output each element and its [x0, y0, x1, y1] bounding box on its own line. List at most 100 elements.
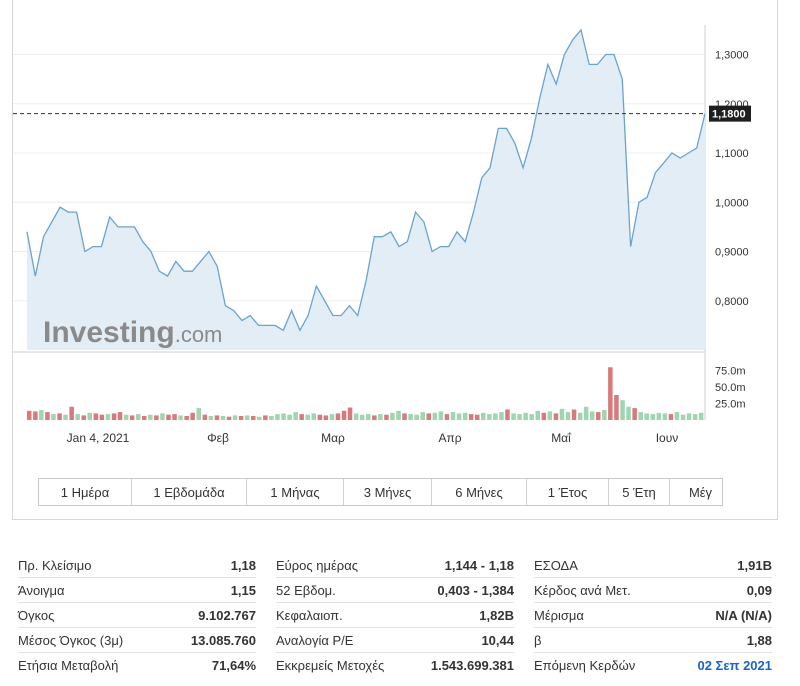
volume-bar [692, 414, 698, 420]
price-chart[interactable]: 0,80000,90001,00001,10001,20001,30001,18… [13, 0, 779, 470]
period-button[interactable]: 3 Μήνες [344, 479, 432, 505]
volume-bar [51, 414, 56, 420]
volume-bar [105, 414, 111, 420]
volume-tick-label: 75.0m [715, 366, 746, 378]
volume-bar [190, 412, 195, 421]
volume-bar [372, 415, 377, 420]
volume-bar [481, 412, 486, 421]
last-price-label: 1,1800 [712, 109, 746, 121]
volume-bar [136, 414, 141, 420]
stat-value: 71,64% [211, 657, 256, 673]
stats-column: Εύρος ημέρας 1,144 - 1,18 52 Εβδομ. 0,403 -… [276, 553, 514, 677]
stat-label: Αναλογία P/E [276, 632, 354, 648]
y-tick-label: 1,3000 [715, 50, 749, 62]
volume-bar [111, 413, 117, 420]
volume-bar [662, 413, 668, 420]
volume-bar [487, 414, 492, 420]
stat-value: 10,44 [481, 632, 514, 648]
volume-bar [335, 413, 341, 420]
volume-bar [27, 410, 32, 420]
volume-bar [269, 416, 274, 420]
stat-label: β [534, 632, 542, 648]
volume-bar [275, 414, 280, 420]
volume-tick-label: 25.0m [715, 399, 746, 411]
volume-bar [475, 414, 480, 420]
volume-bar [547, 411, 553, 420]
volume-bar [577, 412, 583, 421]
period-button[interactable]: 1 Έτος [527, 479, 609, 505]
y-tick-label: 1,1000 [715, 148, 749, 160]
volume-bar [117, 412, 123, 420]
volume-bar [390, 412, 395, 421]
volume-bar [45, 412, 50, 420]
stat-row: Ετήσια Μεταβολή 71,64% [18, 653, 256, 677]
stat-row: Κεφαλαιοπ. 1,82B [276, 603, 514, 628]
stat-value: 0,09 [746, 582, 772, 598]
volume-bar [232, 415, 238, 420]
volume-bar [420, 412, 425, 420]
stat-row: Άνοιγμα 1,15 [18, 578, 256, 603]
volume-bar [93, 413, 99, 420]
volume-bar [517, 414, 522, 420]
volume-bar [166, 414, 171, 420]
volume-bar [493, 413, 498, 420]
stats-column: ΕΣΟΔΑ 1,91B Κέρδος ανά Μετ. 0,09 Μέρισμα N/A … [534, 553, 772, 677]
stat-row: β 1,88 [534, 628, 772, 653]
stat-label: Όγκος [18, 607, 55, 623]
volume-bar [263, 415, 268, 420]
stat-row: Πρ. Κλείσιμο 1,18 [18, 553, 256, 578]
period-button[interactable]: 1 Ημέρα [39, 479, 132, 505]
volume-bar [281, 413, 286, 420]
volume-bar [620, 400, 625, 420]
volume-bar [226, 416, 232, 420]
stat-value: 13.085.760 [190, 632, 256, 648]
stat-label: Εκκρεμείς Μετοχές [276, 657, 385, 673]
volume-bar [426, 413, 431, 420]
volume-bar [590, 411, 595, 420]
stat-label: Ετήσια Μεταβολή [18, 657, 119, 673]
volume-bar [287, 414, 292, 420]
stat-value: 1.543.699.381 [430, 657, 514, 673]
volume-bar [172, 414, 177, 420]
period-button[interactable]: 1 Εβδομάδα [132, 479, 247, 505]
watermark-logo: Investing.com [43, 316, 222, 349]
stat-value: 1,18 [230, 557, 256, 573]
volume-bar [644, 413, 649, 420]
stat-value: 1,91B [737, 557, 772, 573]
period-selector: 1 Ημέρα 1 Εβδομάδα 1 Μήνας 3 Μήνες 6 Μήνες 1 … [38, 478, 723, 506]
volume-bar [468, 414, 474, 420]
volume-bar [214, 415, 220, 420]
volume-bar [456, 413, 462, 420]
volume-bar [57, 413, 62, 420]
volume-bar [632, 408, 637, 420]
period-button[interactable]: 1 Μήνας [247, 479, 344, 505]
stat-value: 1,15 [230, 582, 256, 598]
stat-value: N/A (N/A) [715, 607, 772, 623]
volume-bar [402, 413, 407, 420]
volume-bar [565, 412, 571, 420]
period-button[interactable]: Μέγ [688, 484, 713, 500]
period-button[interactable]: 6 Μήνες [432, 479, 527, 505]
stat-label: Μέσος Όγκος (3μ) [18, 632, 124, 648]
volume-bar [238, 416, 244, 420]
stat-value: 1,144 - 1,18 [444, 557, 514, 573]
stat-row: Όγκος 9.102.767 [18, 603, 256, 628]
period-button[interactable]: 5 Έτη [609, 479, 670, 505]
volume-bar [462, 412, 468, 421]
x-tick-label: Μαρ [321, 431, 345, 445]
volume-bar [366, 414, 371, 420]
volume-bar [408, 414, 413, 420]
volume-bar [511, 413, 516, 420]
y-tick-label: 0,9000 [715, 247, 749, 259]
stat-row: Εύρος ημέρας 1,144 - 1,18 [276, 553, 514, 578]
x-tick-label: Απρ [438, 431, 461, 445]
volume-bar [220, 416, 226, 420]
stat-label: Μέρισμα [534, 607, 584, 623]
volume-bar [323, 415, 329, 420]
volume-bar [311, 413, 316, 420]
volume-bar [626, 406, 631, 420]
volume-bar [396, 410, 401, 420]
next-earnings-link[interactable]: 02 Σεπ 2021 [697, 657, 772, 673]
volume-bar [87, 412, 92, 421]
volume-bar [680, 414, 686, 420]
